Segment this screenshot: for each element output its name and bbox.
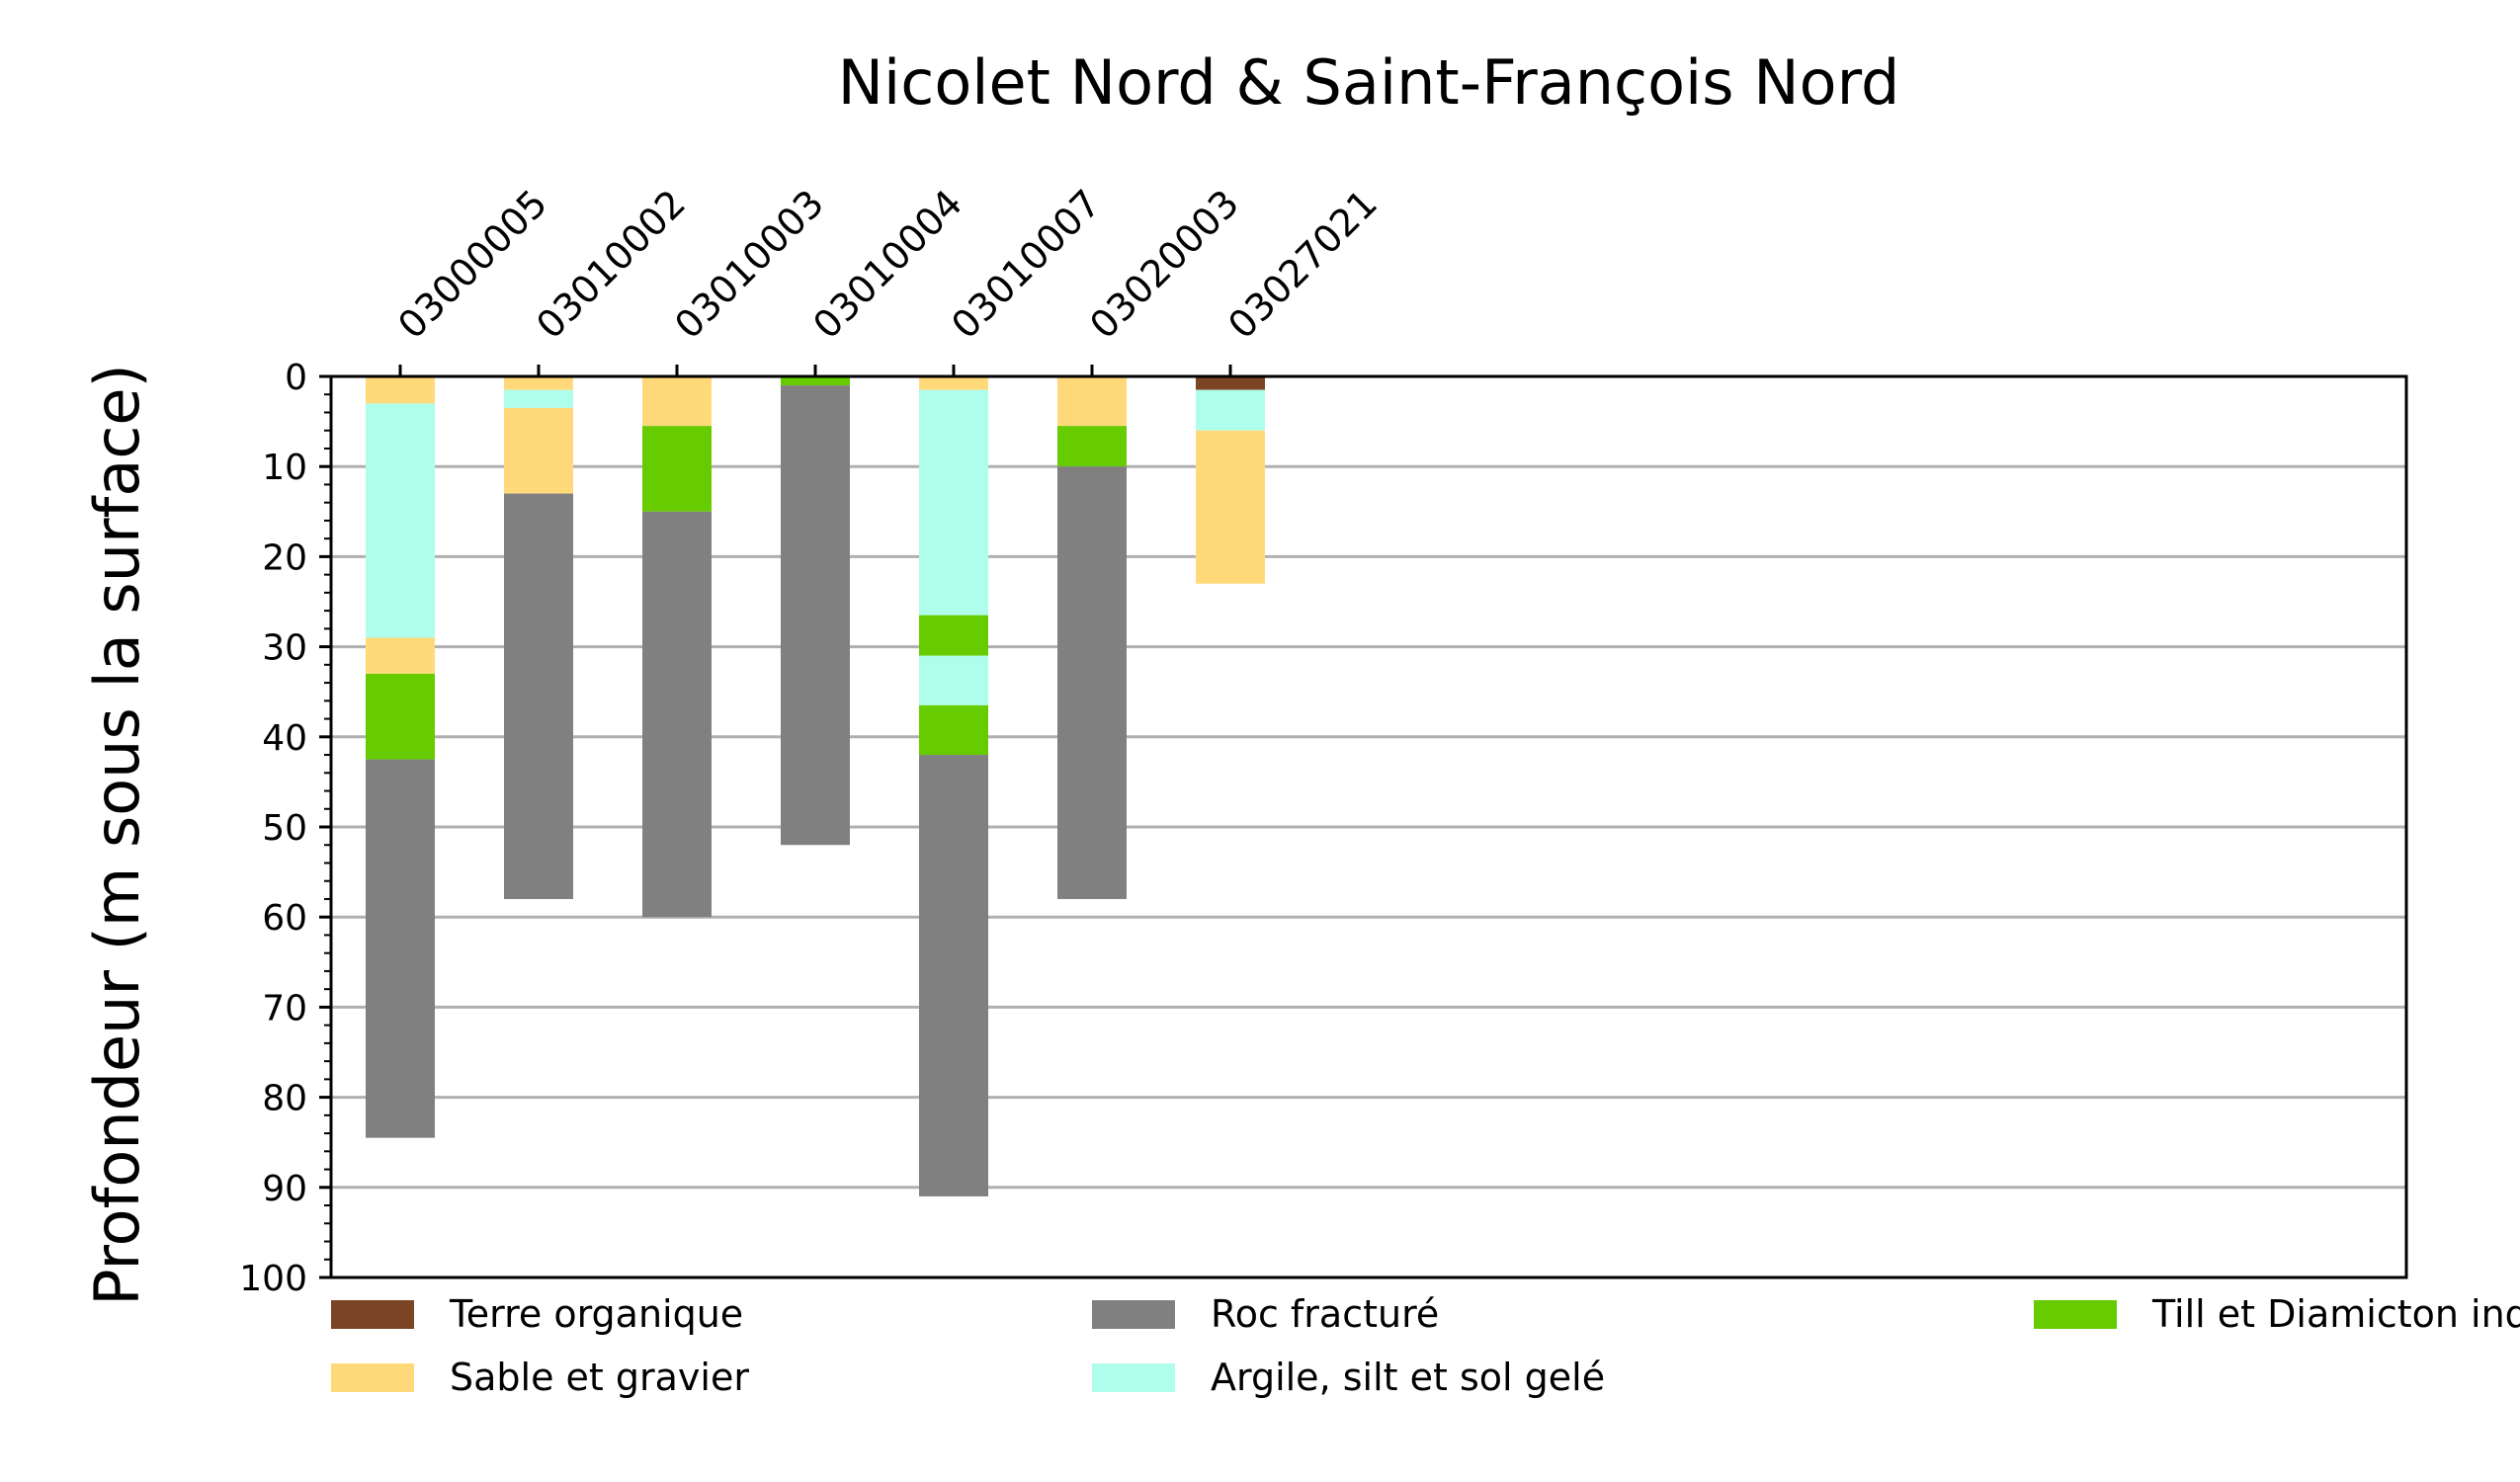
y-tick-label: 30	[262, 628, 307, 669]
legend-swatch	[2034, 1300, 2117, 1329]
x-tick-label: 03000005	[389, 181, 555, 347]
bar-segment	[504, 376, 573, 390]
bar-segment	[1196, 430, 1265, 584]
legend-label: Roc fracturé	[1211, 1292, 1439, 1336]
bar-segment	[1196, 376, 1265, 390]
x-axis: 0300000503010002030100030301000403010007…	[389, 181, 1386, 376]
bar-segment	[919, 655, 988, 705]
legend-swatch	[1092, 1300, 1175, 1329]
y-axis: 0 10 20 30 40 50 60 70 80 90 100	[239, 358, 331, 1299]
bar-segment	[642, 376, 712, 427]
y-tick-label: 0	[285, 358, 307, 398]
y-tick-label: 100	[239, 1259, 307, 1299]
y-tick-label: 10	[262, 448, 307, 488]
bar-segment	[1057, 426, 1127, 467]
bar-segment	[919, 389, 988, 616]
bar-segment	[642, 426, 712, 512]
x-tick-label: 03020003	[1081, 181, 1247, 347]
x-tick-label: 03010007	[943, 181, 1109, 347]
bar-segment	[642, 511, 712, 918]
bar-segment	[919, 704, 988, 756]
bar-segment	[781, 376, 850, 386]
bar-segment	[1057, 376, 1127, 427]
bar-segment	[366, 376, 435, 404]
bar-segment	[366, 673, 435, 760]
x-tick-label: 03027021	[1219, 181, 1386, 347]
bar-segment	[504, 407, 573, 494]
y-tick-label: 80	[262, 1079, 307, 1119]
bar-segment	[781, 385, 850, 846]
x-tick-label: 03010004	[804, 181, 970, 347]
bar-segment	[504, 493, 573, 899]
y-tick-label: 60	[262, 898, 307, 939]
y-axis-label: Profondeur (m sous la surface)	[81, 364, 153, 1306]
y-tick-label: 90	[262, 1169, 307, 1209]
legend-label: Argile, silt et sol gelé	[1211, 1356, 1605, 1399]
bar-segment	[504, 389, 573, 408]
legend-swatch	[331, 1300, 414, 1329]
chart-title: Nicolet Nord & Saint-François Nord	[838, 46, 1900, 119]
bar-segment	[919, 615, 988, 656]
bar-segment	[1196, 389, 1265, 431]
bar-segment	[366, 637, 435, 674]
legend-swatch	[331, 1363, 414, 1392]
bar-segment	[919, 755, 988, 1196]
x-tick-label: 03010003	[666, 181, 832, 347]
bar-segment	[919, 376, 988, 390]
bar-segment	[366, 403, 435, 638]
legend-label: Sable et gravier	[450, 1356, 749, 1399]
bar-segment	[1057, 466, 1127, 899]
y-tick-label: 70	[262, 988, 307, 1029]
y-tick-label: 40	[262, 718, 307, 759]
legend-swatch	[1092, 1363, 1175, 1392]
legend: Terre organique Sable et gravier Roc fract…	[331, 1292, 2520, 1399]
y-tick-label: 50	[262, 808, 307, 849]
legend-label: Terre organique	[449, 1292, 743, 1336]
y-tick-label: 20	[262, 537, 307, 578]
legend-label: Till et Diamicton indifférencié	[2151, 1292, 2520, 1336]
bar-segment	[366, 759, 435, 1138]
x-tick-label: 03010002	[528, 181, 694, 347]
bars-group	[366, 376, 1265, 1196]
